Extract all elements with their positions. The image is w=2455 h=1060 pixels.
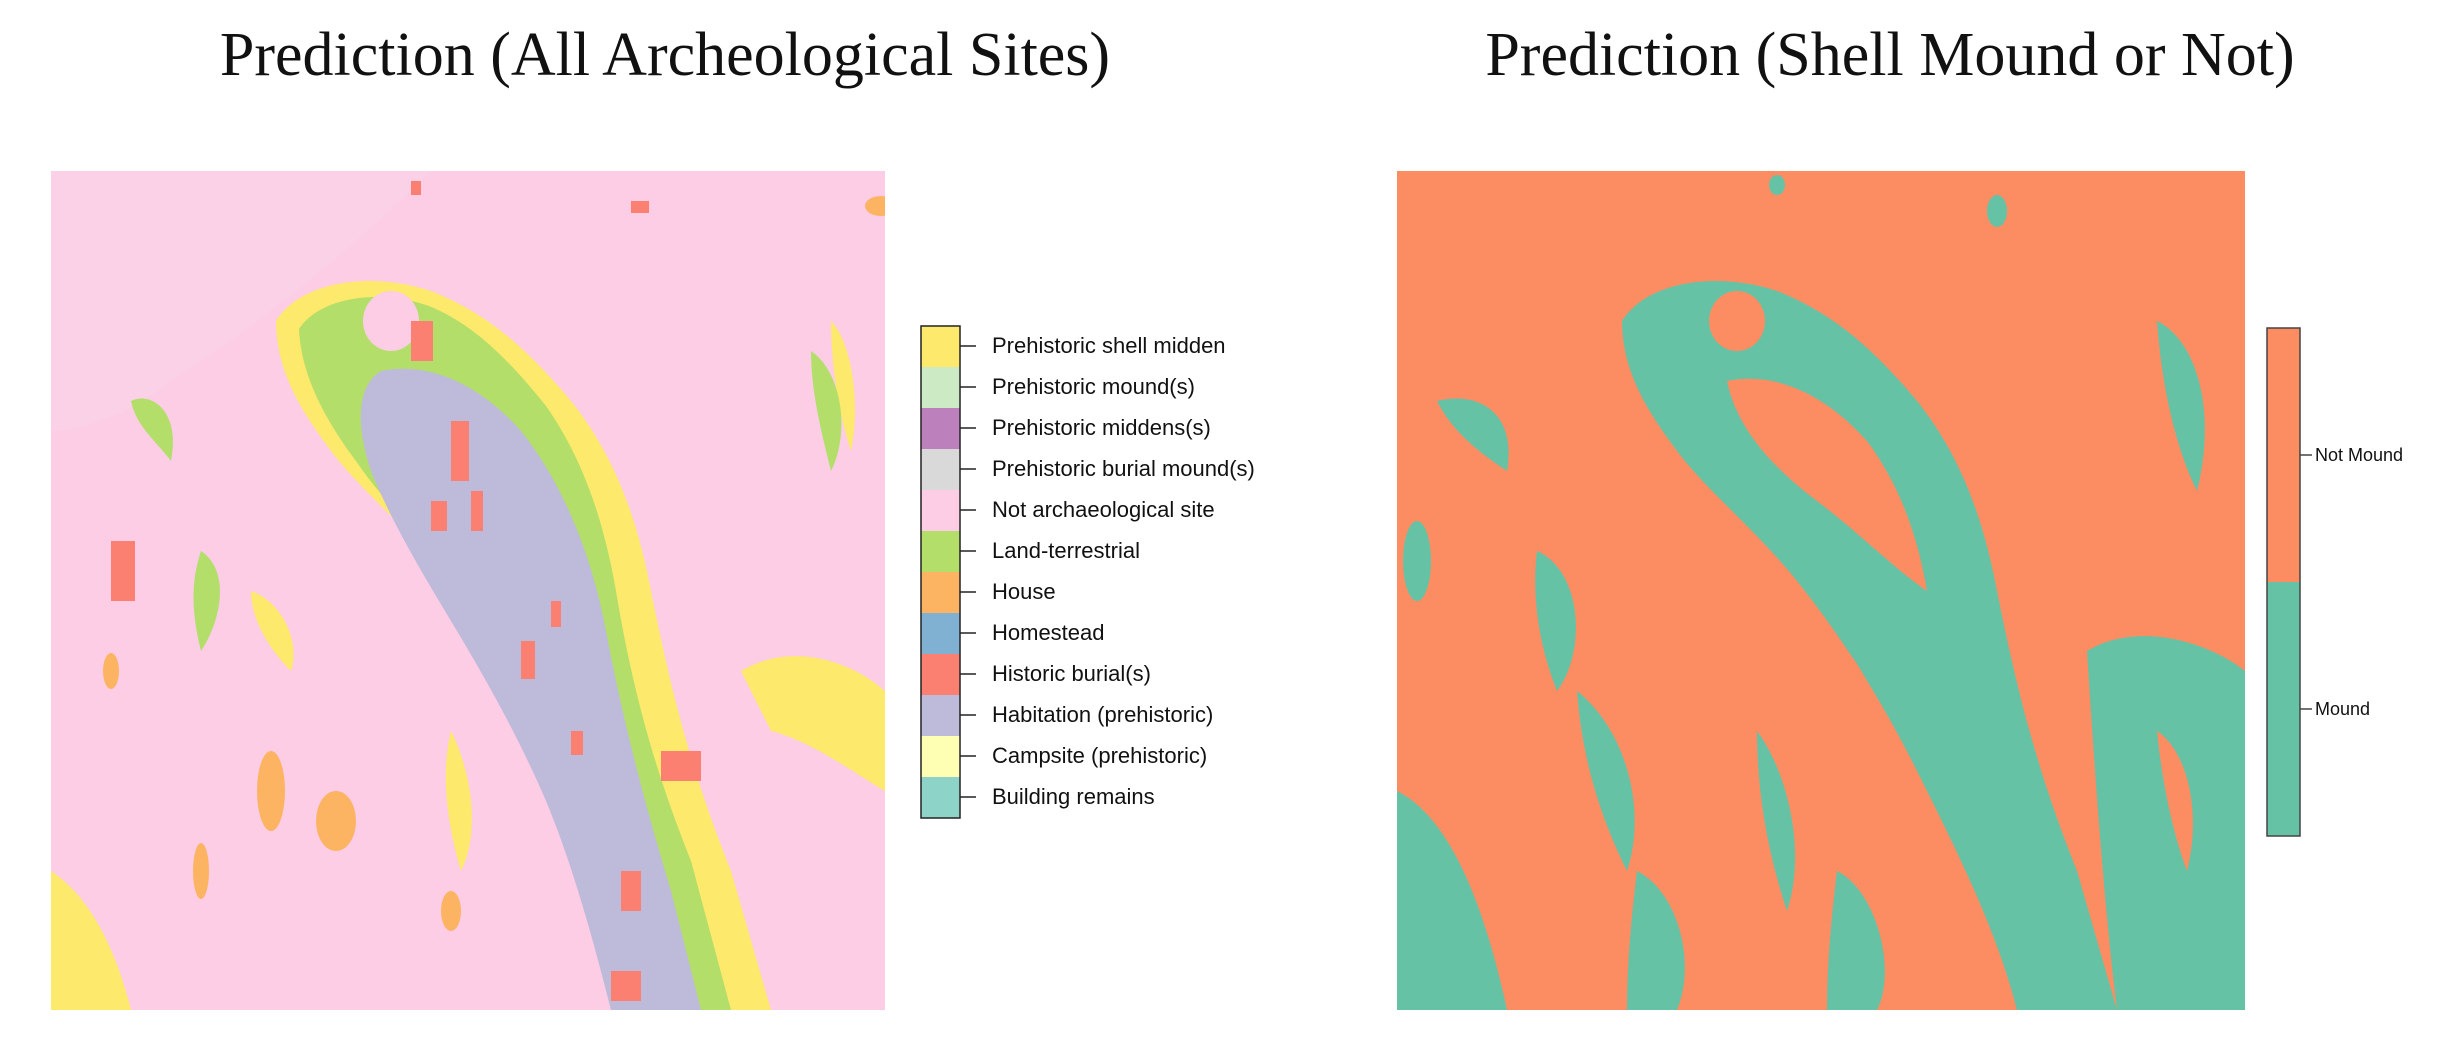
legend-swatch-prehistoric-burial-mounds <box>921 449 960 490</box>
legend-label-house: House <box>992 579 1056 604</box>
legend-label-homestead: Homestead <box>992 620 1105 645</box>
legend-swatch-house <box>921 572 960 613</box>
legend-swatch-historic-burials <box>921 654 960 695</box>
legend-label-habitation-prehistoric: Habitation (prehistoric) <box>992 702 1214 727</box>
legend-label-campsite-prehistoric: Campsite (prehistoric) <box>992 743 1208 768</box>
legend-swatch-not-mound <box>2267 328 2300 582</box>
legend-label-not-mound: Not Mound <box>2315 445 2404 465</box>
legend-swatch-mound <box>2267 582 2300 836</box>
legend-swatch-prehistoric-shell-midden <box>921 326 960 367</box>
shell-mound-prediction-map <box>1397 171 2245 1010</box>
legend-swatch-prehistoric-middens <box>921 408 960 449</box>
legend-swatch-homestead <box>921 613 960 654</box>
legend-label-prehistoric-mounds: Prehistoric mound(s) <box>992 374 1195 399</box>
legend-swatch-not-archaeological-site <box>921 490 960 531</box>
legend-label-mound: Mound <box>2315 699 2371 719</box>
legend-label-prehistoric-burial-mounds: Prehistoric burial mound(s) <box>992 456 1255 481</box>
legend-label-prehistoric-middens: Prehistoric middens(s) <box>992 415 1211 440</box>
right-panel-title: Prediction (Shell Mound or Not) <box>1485 21 2295 89</box>
legend-swatch-land-terrestrial <box>921 531 960 572</box>
legend-swatch-campsite-prehistoric <box>921 736 960 777</box>
left-panel-title: Prediction (All Archeological Sites) <box>219 21 1111 89</box>
legend-label-building-remains: Building remains <box>992 784 1155 809</box>
legend-swatch-habitation-prehistoric <box>921 695 960 736</box>
all-sites-legend <box>920 325 976 819</box>
legend-label-not-archaeological-site: Not archaeological site <box>992 497 1215 522</box>
legend-label-land-terrestrial: Land-terrestrial <box>992 538 1140 563</box>
legend-swatch-prehistoric-mounds <box>921 367 960 408</box>
legend-swatch-building-remains <box>921 777 960 818</box>
mound-legend <box>2266 327 2312 837</box>
all-sites-prediction-map <box>51 171 885 1010</box>
legend-label-historic-burials: Historic burial(s) <box>992 661 1151 686</box>
legend-label-prehistoric-shell-midden: Prehistoric shell midden <box>992 333 1226 358</box>
